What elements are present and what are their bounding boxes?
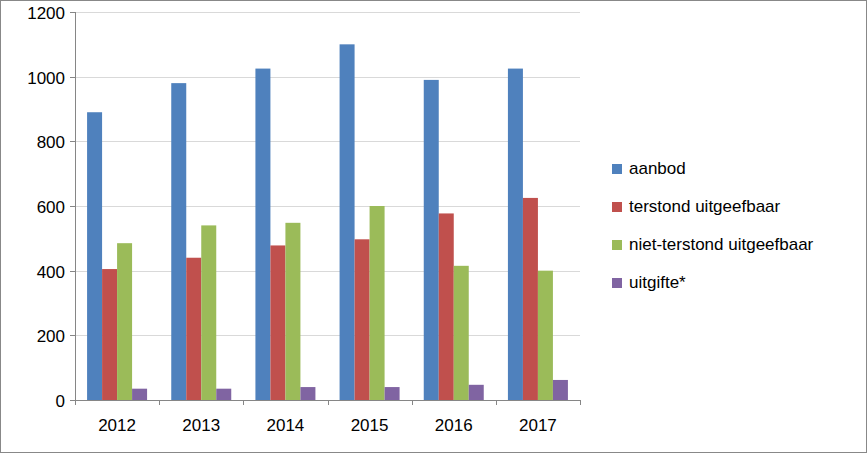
legend-swatch: [612, 240, 622, 250]
bar: [340, 44, 355, 400]
y-tick: [70, 77, 75, 78]
bar: [553, 380, 568, 400]
y-tick-label: 200: [37, 327, 65, 346]
y-tick: [70, 335, 75, 336]
x-tick: [496, 400, 497, 405]
legend-label: aanbod: [629, 159, 686, 178]
grid-line: [75, 12, 580, 13]
bars: [87, 44, 568, 400]
y-tick-label: 1000: [27, 69, 65, 88]
legend-label: uitgifte*: [629, 273, 686, 292]
bar: [171, 83, 186, 400]
bar: [102, 269, 117, 400]
x-tick: [159, 400, 160, 405]
chart-border: [1, 1, 867, 453]
bar: [523, 198, 538, 400]
bar: [370, 206, 385, 400]
x-tick-label: 2017: [519, 416, 557, 435]
bar: [454, 266, 469, 400]
bar: [285, 223, 300, 400]
bar: [424, 80, 439, 400]
x-tick-label: 2013: [182, 416, 220, 435]
x-tick-label: 2014: [267, 416, 305, 435]
y-tick-label: 0: [56, 392, 65, 411]
grid-line: [75, 335, 580, 336]
bar: [270, 245, 285, 400]
y-tick: [70, 12, 75, 13]
bar: [255, 69, 270, 400]
x-tick-label: 2012: [98, 416, 136, 435]
bar: [87, 112, 102, 400]
x-tick: [243, 400, 244, 405]
grid-line: [75, 400, 580, 401]
bar: [201, 225, 216, 400]
x-tick: [412, 400, 413, 405]
y-tick: [70, 271, 75, 272]
bar: [385, 387, 400, 400]
x-tick: [328, 400, 329, 405]
bar: [469, 385, 484, 400]
bar: [355, 239, 370, 400]
bar: [216, 389, 231, 400]
bar: [186, 258, 201, 400]
legend-label: niet-terstond uitgeefbaar: [629, 235, 814, 254]
legend-swatch: [612, 164, 622, 174]
y-tick: [70, 400, 75, 401]
grid-line: [75, 206, 580, 207]
bar: [508, 69, 523, 400]
y-tick-label: 600: [37, 198, 65, 217]
legend-label: terstond uitgeefbaar: [629, 197, 781, 216]
legend-swatch: [612, 202, 622, 212]
chart: 0 200 400 600 800 1000 1200 2012 2013 2014 2015 201…: [0, 0, 867, 453]
x-tick: [75, 400, 76, 405]
grid-line: [75, 271, 580, 272]
bar: [538, 271, 553, 400]
x-axis: [75, 400, 580, 401]
bar: [132, 389, 147, 400]
y-tick-label: 1200: [27, 4, 65, 23]
bar: [439, 213, 454, 400]
bar: [300, 387, 315, 400]
x-tick-label: 2015: [351, 416, 389, 435]
y-tick: [70, 206, 75, 207]
y-tick-label: 800: [37, 133, 65, 152]
bar: [117, 243, 132, 400]
x-tick: [580, 400, 581, 405]
legend-swatch: [612, 278, 622, 288]
y-tick: [70, 141, 75, 142]
y-tick-label: 400: [37, 263, 65, 282]
y-axis: [75, 12, 76, 400]
grid-line: [75, 141, 580, 142]
x-tick-label: 2016: [435, 416, 473, 435]
grid-line: [75, 77, 580, 78]
